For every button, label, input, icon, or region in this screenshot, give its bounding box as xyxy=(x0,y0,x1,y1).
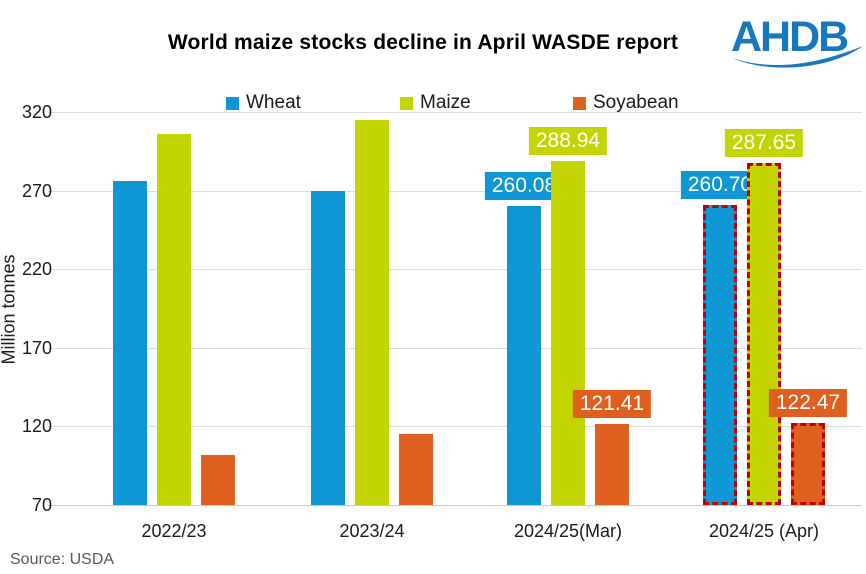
gridline-70 xyxy=(48,505,862,506)
bar-wheat-2023-24 xyxy=(311,190,345,505)
ahdb-logo: AHDB xyxy=(731,13,863,68)
gridline-270 xyxy=(48,190,862,192)
y-tick-label-70: 70 xyxy=(31,495,52,515)
bar-maize-2024-25-apr xyxy=(747,162,781,505)
y-tick-label-220: 220 xyxy=(21,259,52,280)
bar-soyabean-2024-25-mar xyxy=(595,424,629,505)
gridline-120 xyxy=(48,426,862,428)
legend-swatch-soyabean-icon xyxy=(573,96,586,110)
bar-soyabean-2023-24 xyxy=(399,433,433,505)
data-label-soyabean-2024-25-mar: 121.41 xyxy=(572,390,652,419)
bar-maize-2023-24 xyxy=(355,120,389,505)
legend-label-maize: Maize xyxy=(420,92,471,113)
data-label-maize-2024-25-mar: 288.94 xyxy=(528,126,608,155)
y-tick-label-320: 320 xyxy=(21,102,52,122)
chart-legend: Wheat Maize Soyabean xyxy=(0,91,866,115)
bar-maize-2022-23 xyxy=(157,134,191,505)
y-tick-label-170: 170 xyxy=(21,337,52,358)
bar-soyabean-2022-23 xyxy=(201,454,235,505)
y-tick-label-270: 270 xyxy=(21,180,52,201)
data-label-maize-2024-25-apr: 287.65 xyxy=(724,128,804,157)
ahdb-logo-text: AHDB xyxy=(731,13,848,61)
bar-soyabean-2024-25-apr xyxy=(791,422,825,505)
legend-label-wheat: Wheat xyxy=(246,92,301,113)
data-label-soyabean-2024-25-apr: 122.47 xyxy=(768,388,848,417)
x-axis-label-2024-25-mar: 2024/25(Mar) xyxy=(513,521,623,541)
bar-wheat-2022-23 xyxy=(113,181,147,505)
source-note: Source: USDA xyxy=(10,551,115,568)
x-axis-label-2022-23: 2022/23 xyxy=(141,521,207,541)
bar-maize-2024-25-mar xyxy=(551,160,585,505)
y-tick-label-120: 120 xyxy=(21,416,52,437)
ahdb-logo-wave-icon xyxy=(732,46,863,68)
legend-item-wheat: Wheat xyxy=(226,91,301,115)
x-axis-label-2023-24: 2023/24 xyxy=(339,521,405,541)
gridline-220 xyxy=(48,269,862,271)
legend-swatch-wheat-icon xyxy=(226,96,239,110)
gridline-320 xyxy=(48,112,862,113)
legend-swatch-maize-icon xyxy=(400,96,413,110)
data-label-wheat-2024-25-apr: 260.70 xyxy=(680,171,760,200)
legend-item-maize: Maize xyxy=(400,91,471,115)
x-axis-label-2024-25-apr: 2024/25 (Apr) xyxy=(708,521,820,541)
legend-item-soyabean: Soyabean xyxy=(573,91,679,115)
legend-label-soyabean: Soyabean xyxy=(593,92,679,113)
bar-wheat-2024-25-mar xyxy=(507,206,541,505)
chart-title: World maize stocks decline in April WASD… xyxy=(167,31,679,54)
data-label-wheat-2024-25-mar: 260.08 xyxy=(484,172,564,201)
gridline-170 xyxy=(48,347,862,349)
bar-wheat-2024-25-apr xyxy=(703,205,737,505)
